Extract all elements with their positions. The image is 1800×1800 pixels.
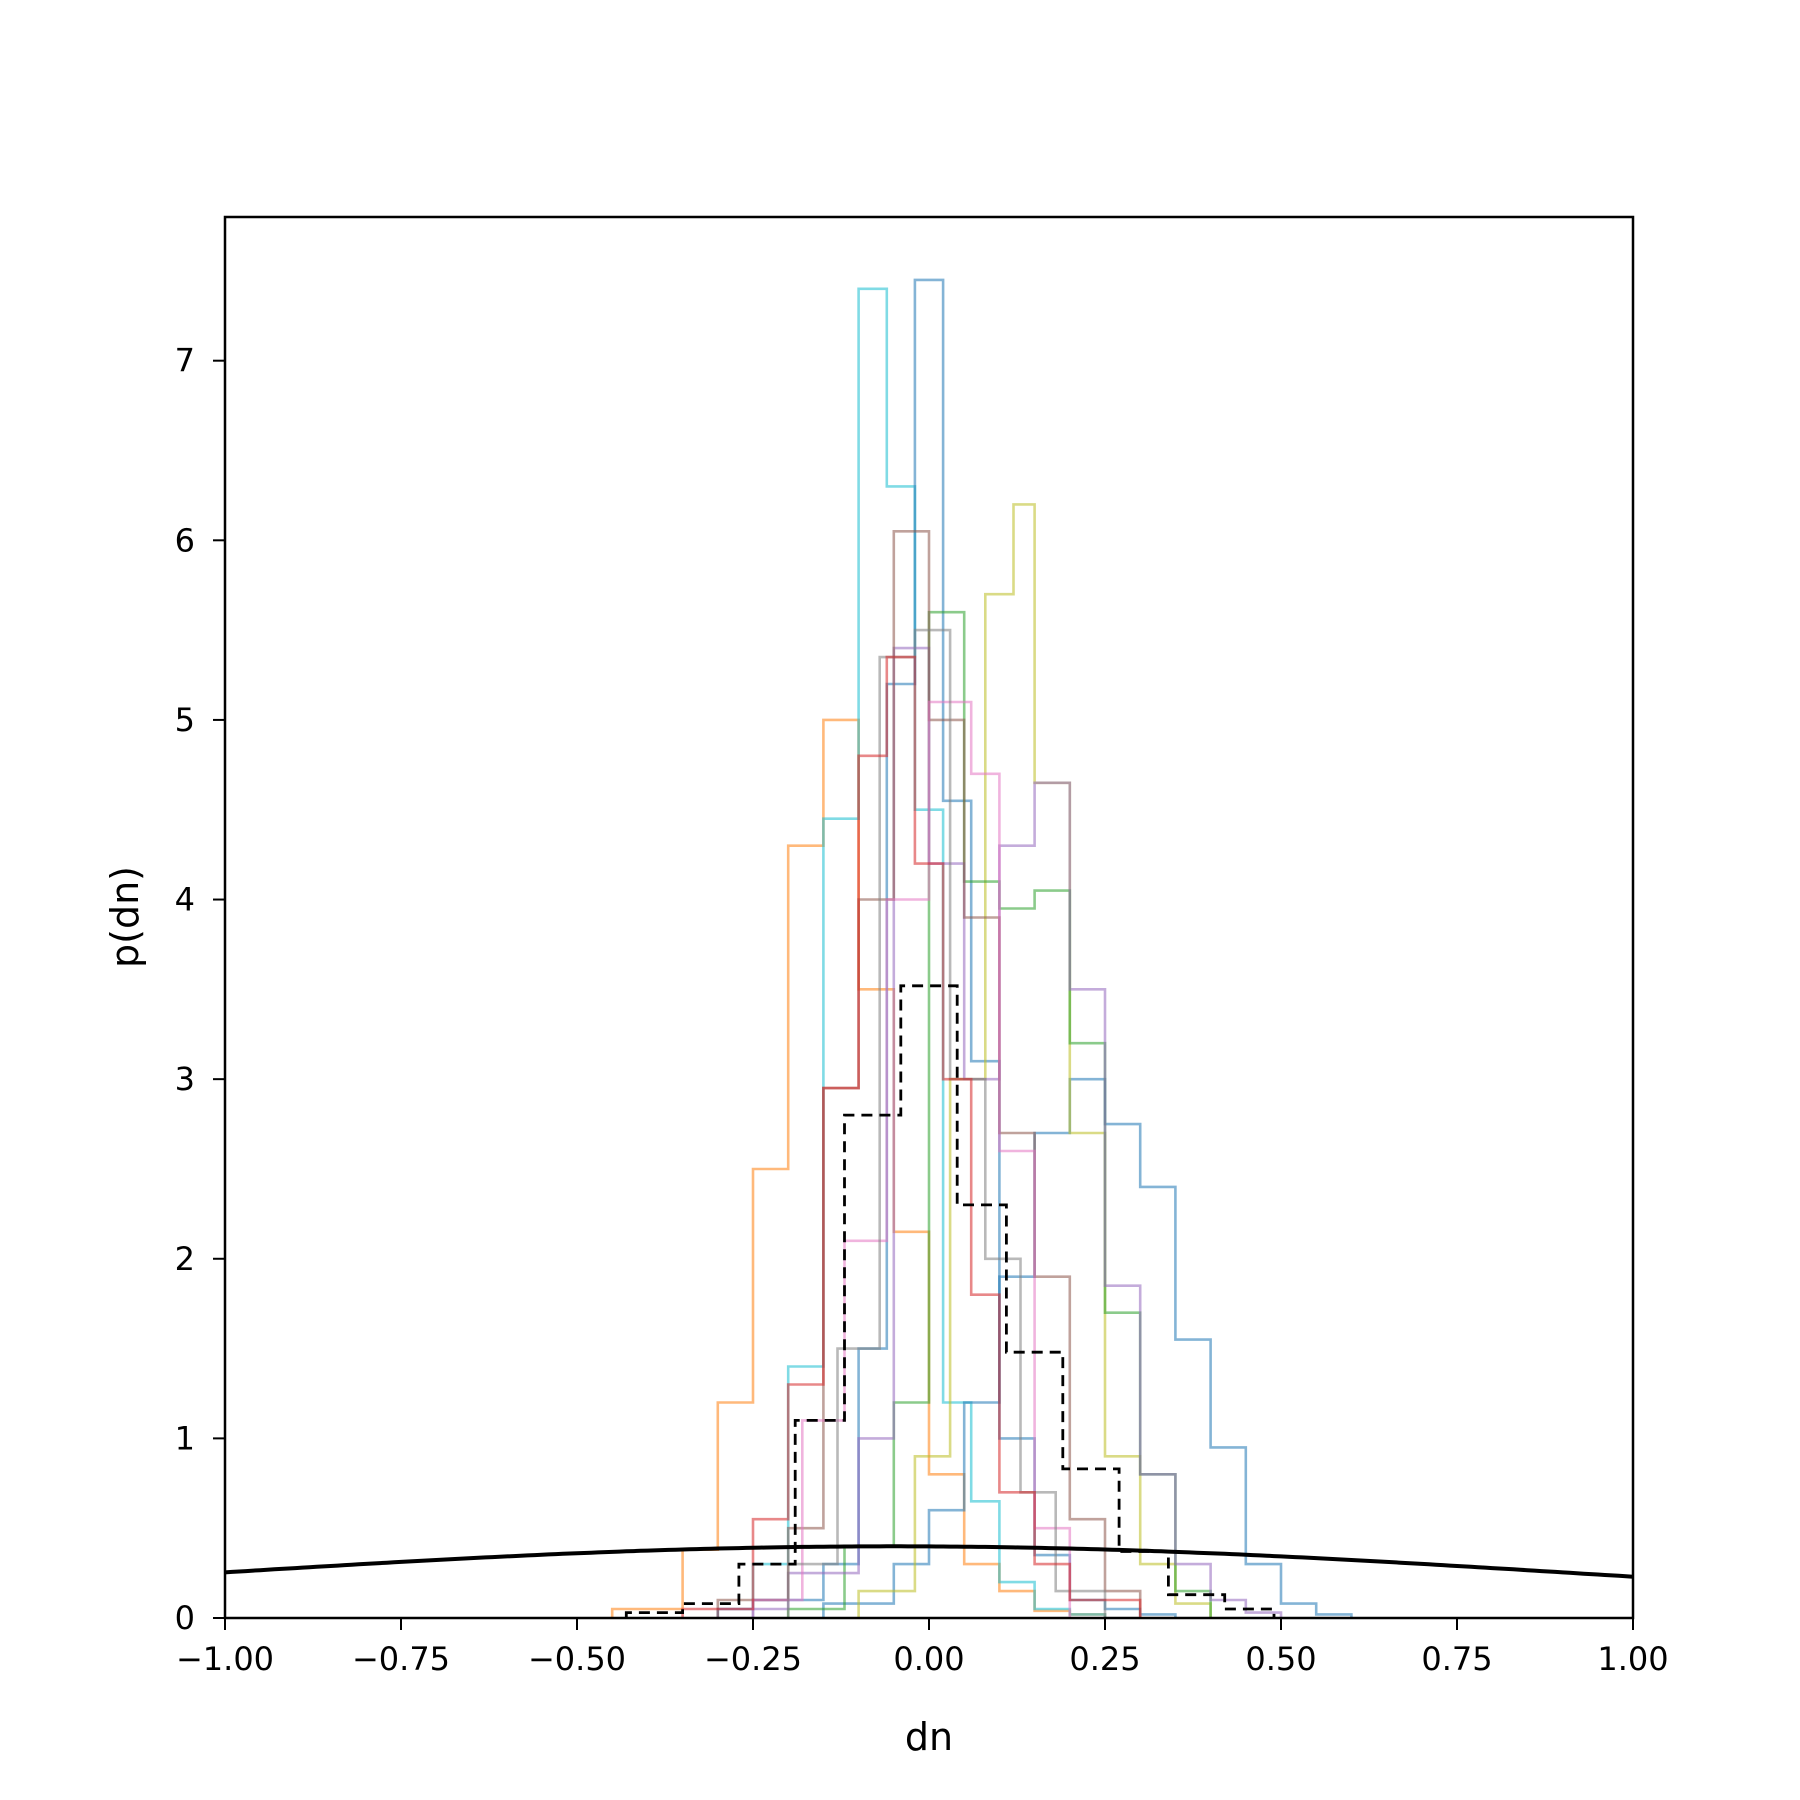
x-tick-label: −1.00 — [176, 1640, 274, 1678]
x-tick-label: 0.25 — [1069, 1640, 1140, 1678]
x-tick-label: 0.00 — [893, 1640, 964, 1678]
y-axis-label: p(dn) — [103, 866, 147, 968]
x-tick-label: 0.75 — [1421, 1640, 1492, 1678]
histogram-series-11 — [681, 655, 1142, 1618]
x-tick-label: −0.75 — [352, 1640, 450, 1678]
prior-curve — [225, 1544, 1633, 1579]
histogram-series — [610, 278, 1353, 1618]
y-tick-label: 3 — [175, 1060, 195, 1098]
x-tick-label: 1.00 — [1597, 1640, 1668, 1678]
combined-histogram-line — [624, 984, 1276, 1618]
x-axis-ticks: −1.00 −0.75 −0.50 −0.25 0.00 0.25 0.50 0.75 1.00 — [176, 1618, 1669, 1678]
y-axis-ticks: 0 1 2 3 4 5 6 7 — [175, 342, 225, 1637]
prior-curve-line — [225, 1544, 1633, 1579]
x-tick-label: −0.50 — [528, 1640, 626, 1678]
y-tick-label: 1 — [175, 1419, 195, 1457]
combined-histogram — [624, 984, 1276, 1618]
histogram-series-10 — [786, 628, 1107, 1618]
y-tick-label: 7 — [175, 342, 195, 380]
x-tick-label: −0.25 — [704, 1640, 802, 1678]
histogram-series-7 — [716, 646, 1283, 1618]
histogram-series-8 — [716, 530, 1142, 1618]
histogram-series-9 — [751, 700, 1072, 1618]
histogram-series-5 — [857, 503, 1212, 1618]
y-tick-label: 5 — [175, 701, 195, 739]
y-tick-label: 2 — [175, 1240, 195, 1278]
y-tick-label: 4 — [175, 881, 195, 919]
y-tick-label: 6 — [175, 521, 195, 559]
x-axis-label: dn — [905, 1715, 953, 1759]
x-tick-label: 0.50 — [1245, 1640, 1316, 1678]
y-tick-label: 0 — [175, 1599, 195, 1637]
